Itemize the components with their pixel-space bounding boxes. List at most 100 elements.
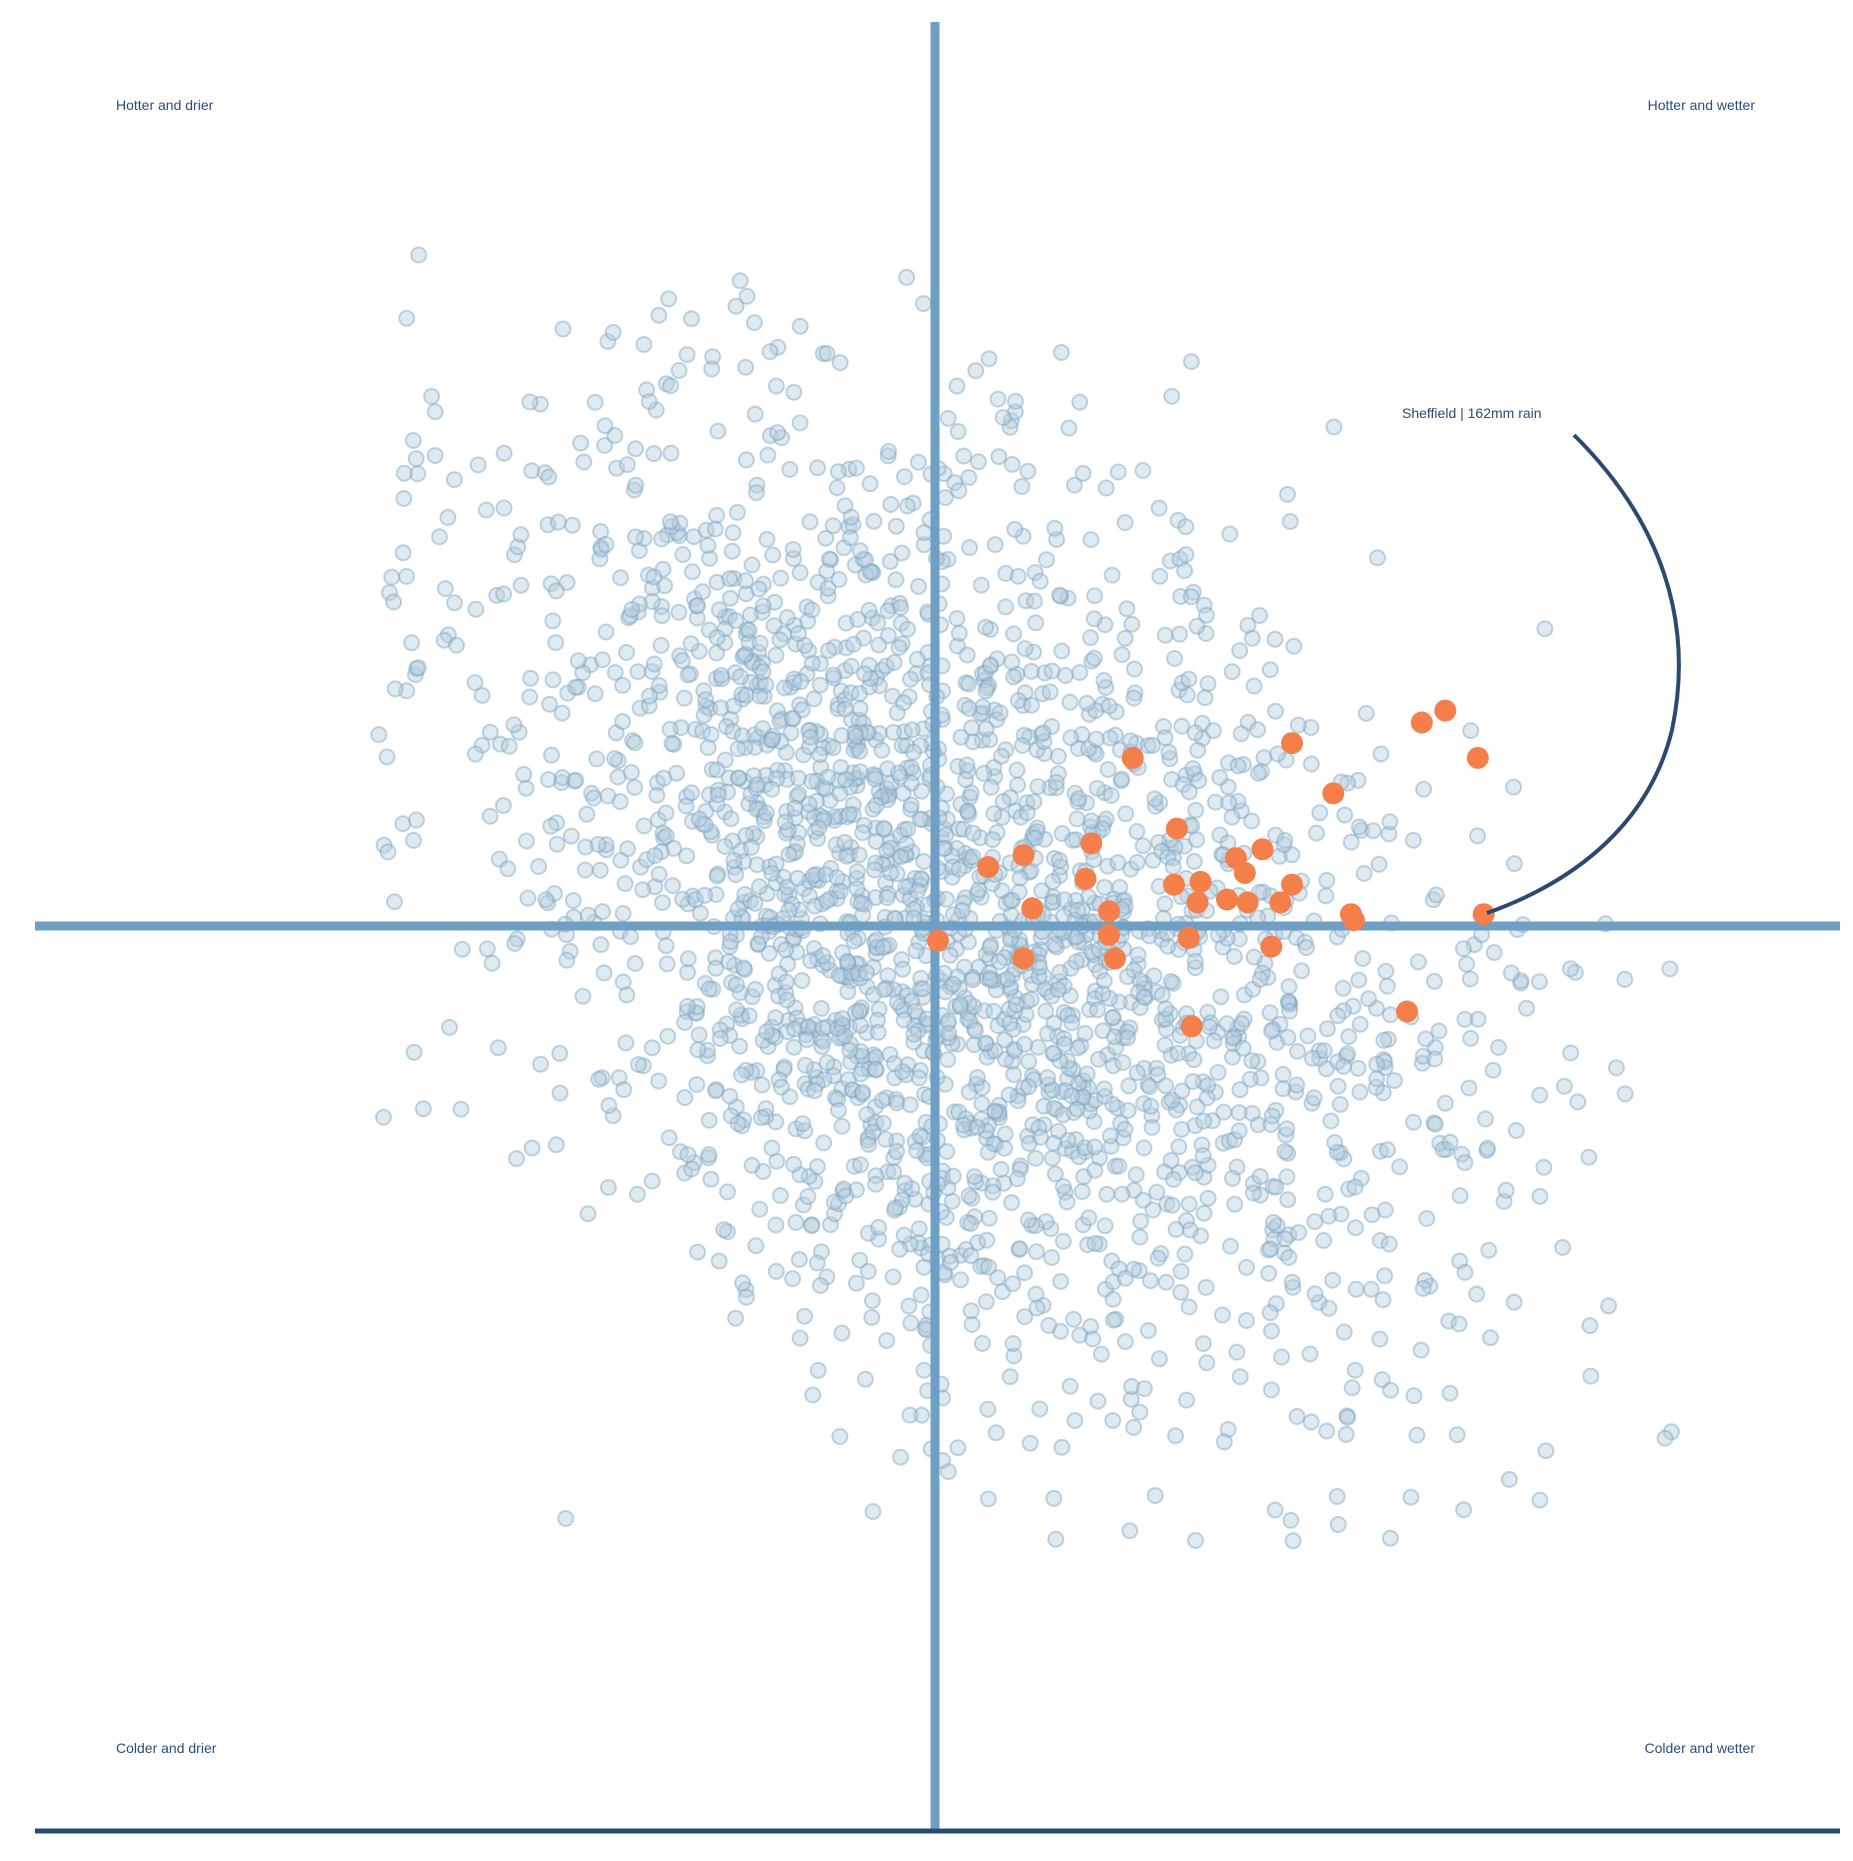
background-point: [1491, 1040, 1506, 1055]
background-point: [386, 595, 401, 610]
background-point: [1481, 1243, 1496, 1258]
background-point: [509, 1151, 524, 1166]
background-point: [879, 843, 894, 858]
background-point: [1202, 1019, 1217, 1034]
background-point: [708, 522, 723, 537]
background-point: [1509, 1123, 1524, 1138]
background-point: [1294, 963, 1309, 978]
background-point: [846, 637, 861, 652]
background-point: [717, 839, 732, 854]
background-point: [1290, 1044, 1305, 1059]
background-point: [1290, 1409, 1305, 1424]
background-point: [693, 906, 708, 921]
background-point: [871, 1220, 886, 1235]
background-point: [1277, 833, 1292, 848]
background-point: [659, 806, 674, 821]
background-point: [664, 446, 679, 461]
background-point: [852, 686, 867, 701]
background-point: [1227, 1197, 1242, 1212]
background-point: [645, 594, 660, 609]
background-point: [963, 1248, 978, 1263]
background-point: [1327, 1135, 1342, 1150]
background-point: [734, 1067, 749, 1082]
background-point: [759, 1024, 774, 1039]
background-point: [979, 1294, 994, 1309]
background-point: [1268, 1180, 1283, 1195]
background-point: [1281, 1030, 1296, 1045]
background-point: [1114, 772, 1129, 787]
background-point: [1119, 601, 1134, 616]
background-point: [1316, 1233, 1331, 1248]
background-point: [1033, 1130, 1048, 1145]
background-point: [1165, 1198, 1180, 1213]
background-point: [906, 1027, 921, 1042]
background-point: [852, 847, 867, 862]
background-point: [1103, 731, 1118, 746]
background-point: [695, 584, 710, 599]
background-point: [1376, 1033, 1391, 1048]
background-point: [1239, 1313, 1254, 1328]
background-point: [1215, 1308, 1230, 1323]
background-point: [899, 270, 914, 285]
background-point: [916, 525, 931, 540]
background-point: [1052, 588, 1067, 603]
background-point: [1099, 1187, 1114, 1202]
background-point: [1052, 853, 1067, 868]
background-point: [713, 1031, 728, 1046]
background-point: [1118, 806, 1133, 821]
background-point: [782, 462, 797, 477]
background-point: [765, 732, 780, 747]
background-point: [1190, 619, 1205, 634]
background-point: [538, 892, 553, 907]
background-point: [1111, 465, 1126, 480]
background-point: [1063, 1379, 1078, 1394]
background-point: [672, 363, 687, 378]
background-point: [1304, 757, 1319, 772]
background-point: [729, 977, 744, 992]
background-point: [779, 975, 794, 990]
background-point: [1121, 1078, 1136, 1093]
background-point: [813, 1278, 828, 1293]
background-point: [692, 1027, 707, 1042]
background-point: [818, 531, 833, 546]
background-point: [853, 1018, 868, 1033]
background-point: [371, 727, 386, 742]
background-point: [628, 956, 643, 971]
background-point: [1409, 1428, 1424, 1443]
background-point: [826, 668, 841, 683]
background-point: [1462, 1081, 1477, 1096]
background-point: [1021, 1212, 1036, 1227]
background-point: [970, 1120, 985, 1135]
background-point: [506, 717, 521, 732]
background-point: [1348, 1180, 1363, 1195]
background-point: [1111, 1159, 1126, 1174]
background-point: [939, 892, 954, 907]
background-point: [1072, 395, 1087, 410]
background-point: [1245, 631, 1260, 646]
background-point: [581, 1206, 596, 1221]
highlight-point: [1075, 868, 1097, 890]
quadrant-label-hotter-drier: Hotter and drier: [116, 97, 214, 113]
background-point: [1089, 732, 1104, 747]
background-point: [962, 540, 977, 555]
background-point: [1251, 766, 1266, 781]
background-point: [702, 981, 717, 996]
background-point: [708, 961, 723, 976]
background-point: [406, 433, 421, 448]
background-point: [1143, 1099, 1158, 1114]
background-point: [1369, 1071, 1384, 1086]
background-point: [1149, 1185, 1164, 1200]
background-point: [380, 749, 395, 764]
background-point: [731, 901, 746, 916]
background-point: [913, 812, 928, 827]
background-point: [480, 941, 495, 956]
background-point: [664, 736, 679, 751]
background-point: [712, 1254, 727, 1269]
background-point: [1135, 463, 1150, 478]
background-point: [826, 740, 841, 755]
background-point: [1032, 1402, 1047, 1417]
highlight-point: [1178, 927, 1200, 949]
background-point: [983, 658, 998, 673]
background-point: [842, 807, 857, 822]
